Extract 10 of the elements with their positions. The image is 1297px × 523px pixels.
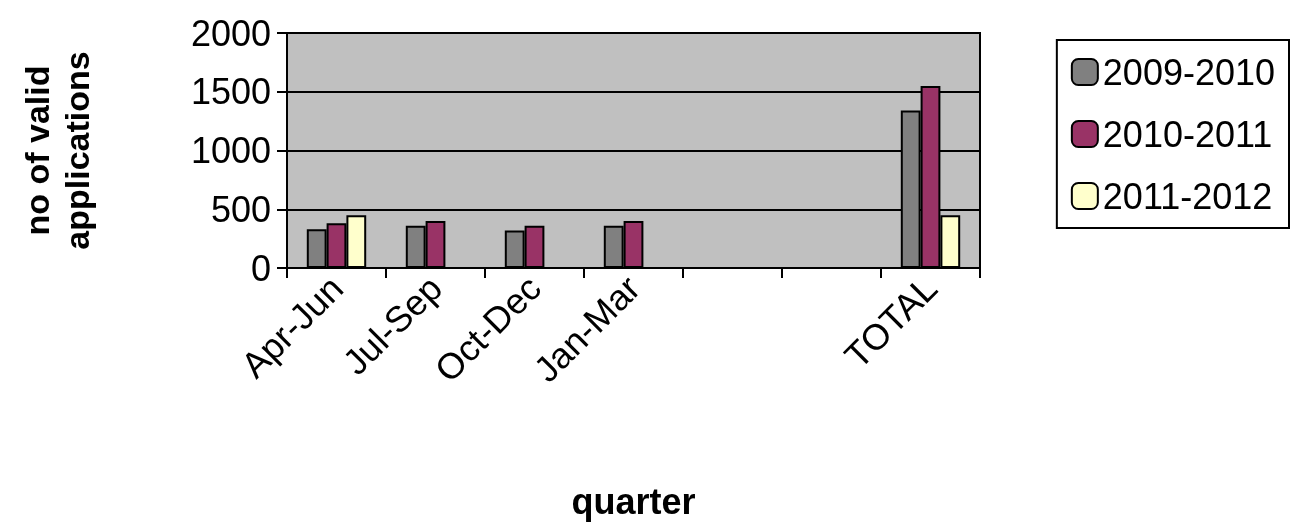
- y-tick-label: 500: [210, 188, 271, 230]
- legend-label: 2009-2010: [1102, 51, 1276, 93]
- legend-label: 2010-2011: [1102, 113, 1273, 155]
- y-tick-label: 1000: [190, 130, 271, 171]
- x-axis-title: quarter: [571, 480, 696, 522]
- y-tick-label: 0: [250, 247, 271, 289]
- y-tick-label: 1500: [190, 71, 271, 113]
- legend-label: 2011-2012: [1102, 175, 1273, 217]
- y-tick-label: 2000: [190, 12, 271, 54]
- y-axis-title: no of valid applications: [18, 51, 96, 250]
